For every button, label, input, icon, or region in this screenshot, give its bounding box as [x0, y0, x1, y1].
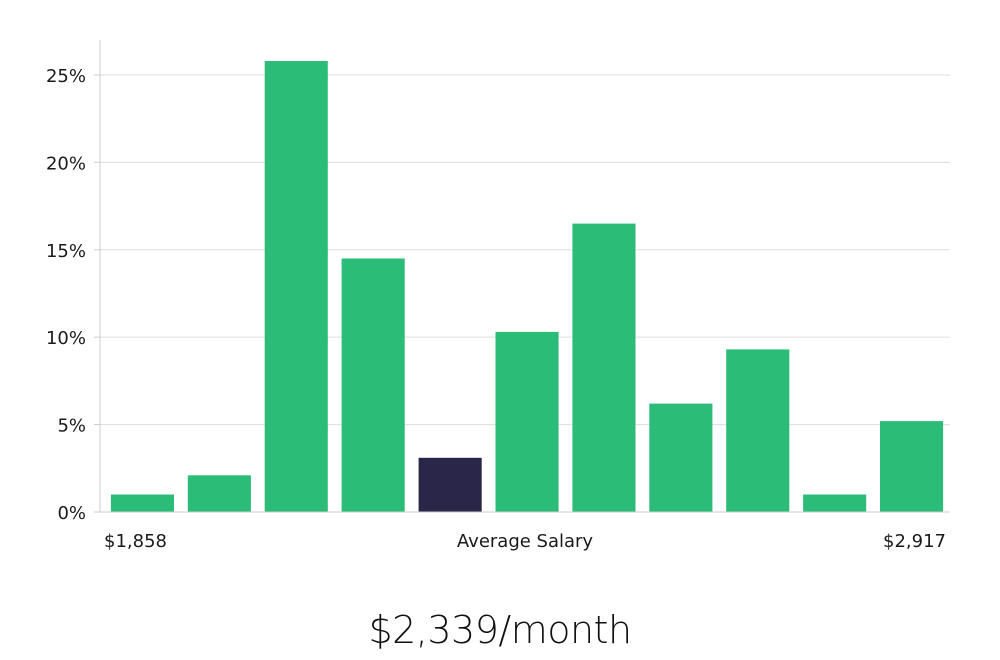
bar [880, 421, 944, 512]
y-axis-ticks: 0% 5% 10% 15% 20% 25% [46, 66, 100, 524]
bar [264, 61, 328, 512]
axes [99, 40, 950, 513]
y-tick-label: 5% [57, 416, 86, 437]
x-min-label: $1,858 [104, 531, 167, 552]
y-tick-label: 10% [46, 328, 86, 349]
y-tick-label: 15% [46, 241, 86, 262]
y-tick-label: 20% [46, 153, 86, 174]
bar [187, 475, 251, 512]
bar [726, 349, 790, 512]
bar [341, 258, 405, 512]
bar [495, 331, 559, 512]
x-center-label: Average Salary [457, 531, 594, 552]
bar-highlighted [418, 457, 482, 512]
y-tick-label: 25% [46, 66, 86, 87]
bar [649, 403, 713, 512]
bars [110, 61, 944, 512]
gridlines [100, 74, 950, 426]
bar [803, 494, 867, 512]
average-salary-headline: $2,339/month [368, 608, 632, 652]
x-max-label: $2,917 [883, 531, 946, 552]
bar [572, 223, 636, 512]
bar [110, 494, 174, 512]
y-tick-label: 0% [57, 503, 86, 524]
histogram-svg: 0% 5% 10% 15% 20% 25% $1,858 Average Salary $… [46, 40, 950, 552]
